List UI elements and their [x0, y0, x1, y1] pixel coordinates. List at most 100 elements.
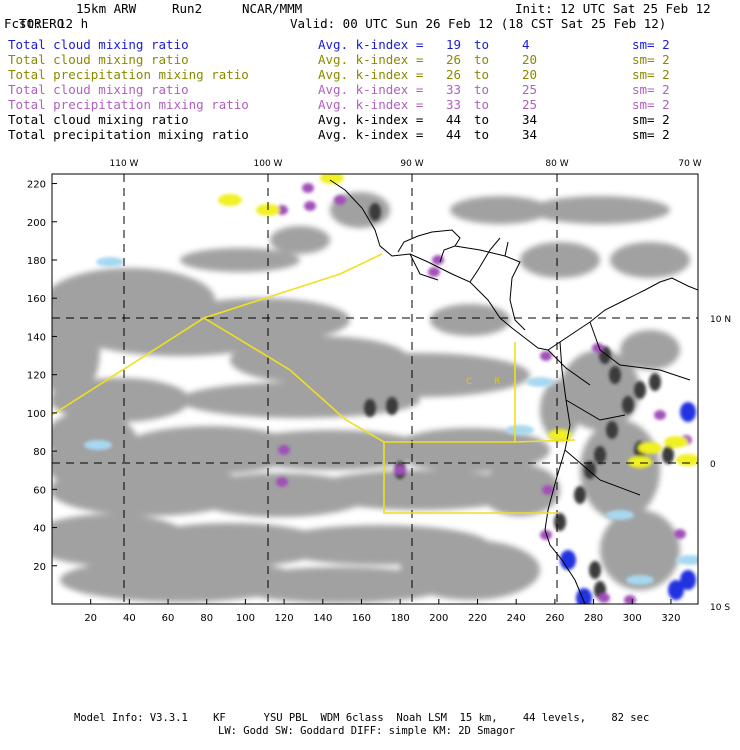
y-tick-label: 100	[27, 409, 46, 420]
header-run: Run2	[172, 1, 202, 16]
cloud-field	[52, 174, 698, 604]
purple-cloud-patch	[540, 530, 552, 540]
legend-row-7-from: 44	[446, 127, 462, 142]
plot-frame	[51, 173, 699, 605]
legend-row-2-from: 26	[446, 52, 462, 67]
blue-cloud-patch	[560, 550, 576, 570]
cloud-region	[310, 470, 530, 510]
convective-core	[584, 461, 596, 479]
purple-cloud-patch	[278, 445, 290, 455]
x-tick-label: 220	[468, 613, 487, 624]
header-resolution: 15km ARW	[76, 1, 136, 16]
x-tick-label: 140	[313, 613, 332, 624]
legend-row-5-sm: sm= 2	[632, 97, 670, 112]
y-tick-label: 40	[33, 524, 46, 535]
valid-text: Valid: 00 UTC Sun 26 Feb 12 (18 CST Sat …	[290, 16, 667, 31]
light-blue-cloud-patch	[676, 555, 698, 565]
convective-core	[594, 446, 606, 464]
cloud-region	[620, 330, 680, 370]
legend-row-2-field: Total cloud mixing ratio	[8, 52, 189, 67]
cloud-region	[180, 248, 300, 272]
header-center: NCAR/MMM	[242, 1, 302, 16]
init-text: Init: 12 UTC Sat 25 Feb 12	[515, 1, 711, 16]
latitude-label: 0	[710, 460, 716, 470]
legend-row-1-field: Total cloud mixing ratio	[8, 37, 189, 52]
y-tick-label: 60	[33, 485, 46, 496]
purple-cloud-patch	[598, 593, 610, 603]
yellow-cloud-patch	[628, 456, 652, 468]
cloud-region	[600, 510, 680, 590]
convective-core	[662, 446, 674, 464]
station-label-c: C	[466, 377, 472, 387]
legend-row-6-field: Total cloud mixing ratio	[8, 112, 189, 127]
convective-core	[634, 381, 646, 399]
legend-row-4-from: 33	[446, 82, 462, 97]
resolution-text: 15km ARW	[76, 1, 137, 16]
convective-core	[386, 397, 398, 415]
purple-cloud-patch	[674, 529, 686, 539]
purple-cloud-patch	[276, 205, 288, 215]
purple-cloud-patch	[654, 410, 666, 420]
legend-row-1-from: 19	[446, 37, 462, 52]
yellow-cloud-patch	[548, 429, 572, 441]
boundary-north	[51, 253, 383, 416]
legend-row-3-to: 20	[522, 67, 538, 82]
fcst-label: Fcst:	[4, 16, 42, 31]
cloud-gray-areas	[52, 192, 690, 603]
light-blue-cloud-patch	[526, 377, 554, 387]
blue-cloud-patch	[680, 402, 696, 422]
x-tick-label: 200	[429, 613, 448, 624]
latitude-label: 10 S	[710, 603, 730, 613]
legend-row-2-to-word: to	[474, 52, 490, 67]
header-fcst-value: 12 h	[58, 16, 88, 31]
light-blue-cloud-patch	[96, 257, 124, 267]
cloud-region	[480, 464, 560, 516]
cloud-region	[52, 410, 140, 490]
legend-row-4-to: 25	[522, 82, 538, 97]
purple-cloud-patch	[304, 201, 316, 211]
domain-boundaries	[51, 253, 576, 514]
cloud-region	[390, 428, 550, 472]
legend-row-6-to-word: to	[474, 112, 490, 127]
legend-row-3-sm: sm= 2	[632, 67, 670, 82]
south-america-west-coast	[544, 341, 586, 604]
legend-row-4-sm: sm= 2	[632, 82, 670, 97]
longitude-label: 90 W	[400, 159, 423, 169]
light-blue-cloud-patch	[506, 425, 534, 435]
legend-row-7-kidx: Avg. k-index =	[318, 127, 424, 142]
legend-row-4-field: Total cloud mixing ratio	[8, 82, 189, 97]
cloud-region	[450, 196, 550, 224]
purple-cloud-patch	[334, 195, 346, 205]
longitude-labels: 110 W 100 W 90 W 80 W 70 W	[110, 159, 702, 169]
y-tick-label: 120	[27, 371, 46, 382]
cloud-region	[400, 540, 540, 600]
convective-core	[609, 366, 621, 384]
legend-row-2-sm: sm= 2	[632, 52, 670, 67]
y-tick-label: 160	[27, 294, 46, 305]
legend-row-3-to-word: to	[474, 67, 490, 82]
country-borders	[409, 237, 691, 496]
x-tick-label: 260	[545, 613, 564, 624]
cloud-region	[270, 226, 330, 254]
y-tick-label: 80	[33, 447, 46, 458]
convective-core	[369, 203, 381, 221]
legend-row-6-from: 44	[446, 112, 462, 127]
convective-core	[649, 373, 661, 391]
blue-cloud-patch	[680, 570, 696, 590]
x-tick-label: 300	[623, 613, 642, 624]
footer-physics-info: LW: Godd SW: Goddard DIFF: simple KM: 2D…	[218, 725, 516, 737]
coastlines	[329, 179, 698, 604]
cloud-region	[130, 523, 330, 567]
x-tick-label: 240	[507, 613, 526, 624]
x-axis: 20 40 60 80 100 120 140 160 180 200 220 240 260 280 30…	[84, 599, 680, 624]
purple-cloud-patch	[624, 595, 636, 604]
model-name: TORERO	[19, 16, 65, 31]
legend-row-5-from: 33	[446, 97, 462, 112]
x-tick-label: 120	[275, 613, 294, 624]
legend-row-1-to: 4	[522, 37, 530, 52]
longitude-label: 110 W	[110, 159, 139, 169]
legend-row-1-sm: sm= 2	[632, 37, 670, 52]
purple-cloud-patch	[542, 485, 554, 495]
x-tick-label: 80	[200, 613, 213, 624]
legend-row-4-kidx: Avg. k-index =	[318, 82, 424, 97]
